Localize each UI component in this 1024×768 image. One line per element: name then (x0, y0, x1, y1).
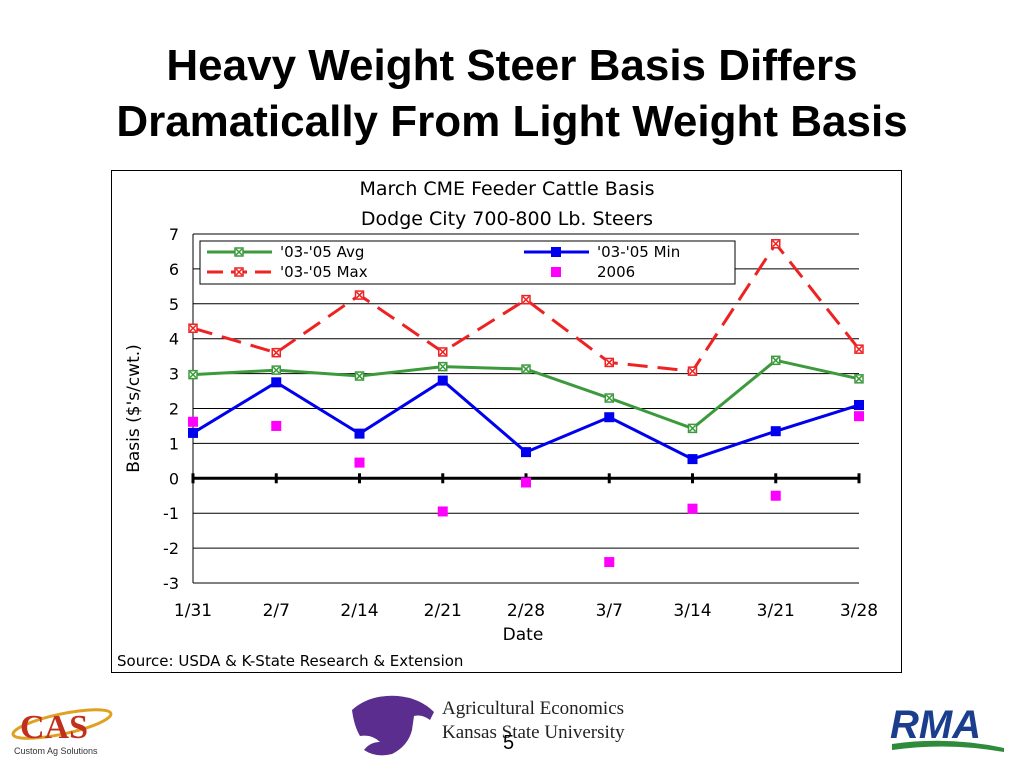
series-avg-point-cross (272, 366, 280, 374)
y-tick-label: 3 (169, 365, 179, 384)
y-tick-label: -3 (163, 574, 179, 593)
y-tick-label: 7 (169, 225, 179, 244)
legend-label: 2006 (597, 263, 635, 281)
rma-logo-text: RMA (890, 703, 981, 747)
series-max-point-cross (272, 349, 280, 357)
series-max-point-cross (688, 367, 697, 375)
series-avg-point-cross (855, 375, 863, 383)
slide-title-line1: Heavy Weight Steer Basis Differs (166, 41, 858, 90)
legend-marker-cross (235, 268, 243, 276)
series-min-point (188, 427, 198, 438)
legend-marker (551, 247, 561, 257)
series-avg-point-cross (189, 371, 197, 379)
series-avg-point-cross (772, 356, 780, 364)
series-avg-point-cross (439, 363, 447, 371)
slide-title: Heavy Weight Steer Basis Differs Dramati… (0, 38, 1024, 150)
series-2006-point (188, 416, 198, 427)
series-min-point (604, 412, 615, 423)
x-tick-label: 2/14 (340, 601, 378, 621)
series-avg-point-cross (688, 424, 697, 432)
x-tick-label: 2/28 (507, 601, 545, 621)
legend-label: '03-'05 Avg (280, 243, 364, 261)
series-min-point (770, 426, 781, 437)
series-min-point (437, 375, 448, 386)
y-tick-label: -1 (163, 504, 179, 523)
series-max-point-cross (605, 358, 613, 366)
legend-box (199, 240, 736, 285)
series-2006-point (854, 411, 864, 422)
x-tick-label: 3/7 (596, 601, 623, 621)
x-tick-label: 3/28 (840, 601, 878, 621)
wildcat-icon (352, 695, 434, 756)
x-axis-label: Date (503, 625, 544, 645)
cas-logo-subtitle: Custom Ag Solutions (14, 746, 98, 756)
legend-marker (551, 267, 561, 277)
series-min-point (687, 454, 698, 465)
y-tick-label: 4 (169, 330, 179, 349)
series-max-point-cross (772, 240, 780, 248)
cas-logo-text: CAS (20, 709, 88, 746)
y-tick-label: -2 (163, 539, 179, 558)
series-avg-point-cross (355, 372, 364, 380)
series-avg-point-cross (605, 394, 613, 402)
y-tick-label: 0 (169, 469, 179, 488)
y-tick-label: 6 (169, 260, 179, 279)
series-avg-point-cross (522, 365, 530, 373)
series-2006-point (604, 557, 615, 568)
y-tick-label: 1 (169, 434, 179, 453)
series-2006-point (521, 477, 531, 488)
source-note: Source: USDA & K-State Research & Extens… (117, 652, 464, 670)
x-tick-label: 3/21 (757, 601, 795, 621)
series-max-point-cross (189, 324, 197, 332)
chart-frame: March CME Feeder Cattle Basis Dodge City … (111, 170, 902, 673)
series-2006-point (770, 490, 781, 501)
rma-logo: RMA (888, 700, 1008, 758)
series-2006-point (687, 503, 698, 514)
x-tick-label: 3/14 (673, 601, 711, 621)
ksu-line2: Kansas State University (442, 722, 625, 743)
ksu-line1: Agricultural Economics (442, 698, 624, 719)
x-tick-label: 1/31 (174, 601, 212, 621)
page-number: 5 (503, 732, 515, 754)
legend-marker-cross (235, 248, 243, 256)
series-min-point (521, 447, 531, 458)
series-max-point-cross (439, 348, 447, 356)
series-max-point-cross (522, 296, 530, 304)
chart-subtitle: Dodge City 700-800 Lb. Steers (361, 208, 653, 230)
legend-label: '03-'05 Min (597, 243, 680, 261)
series-min-point (354, 428, 365, 439)
y-axis-label: Basis ($'s/cwt.) (124, 344, 144, 473)
series-max-point-cross (855, 345, 863, 353)
chart-title: March CME Feeder Cattle Basis (359, 178, 654, 200)
basis-chart: March CME Feeder Cattle Basis Dodge City … (124, 178, 878, 645)
series-max-point-cross (355, 291, 364, 299)
series-min-point (271, 377, 282, 388)
y-tick-label: 2 (169, 400, 179, 419)
series-min-point (854, 400, 864, 411)
ksu-logo: Agricultural Economics Kansas State Univ… (350, 690, 640, 760)
y-tick-label: 5 (169, 295, 179, 314)
x-tick-label: 2/21 (424, 601, 462, 621)
series-2006-point (271, 420, 282, 431)
legend-label: '03-'05 Max (280, 263, 368, 281)
x-tick-label: 2/7 (263, 601, 290, 621)
slide-title-line2: Dramatically From Light Weight Basis (116, 97, 908, 146)
cas-logo: CAS Custom Ag Solutions (10, 700, 120, 760)
series-max-line (192, 241, 861, 373)
series-2006-point (354, 457, 365, 468)
series-2006-point (437, 506, 448, 517)
